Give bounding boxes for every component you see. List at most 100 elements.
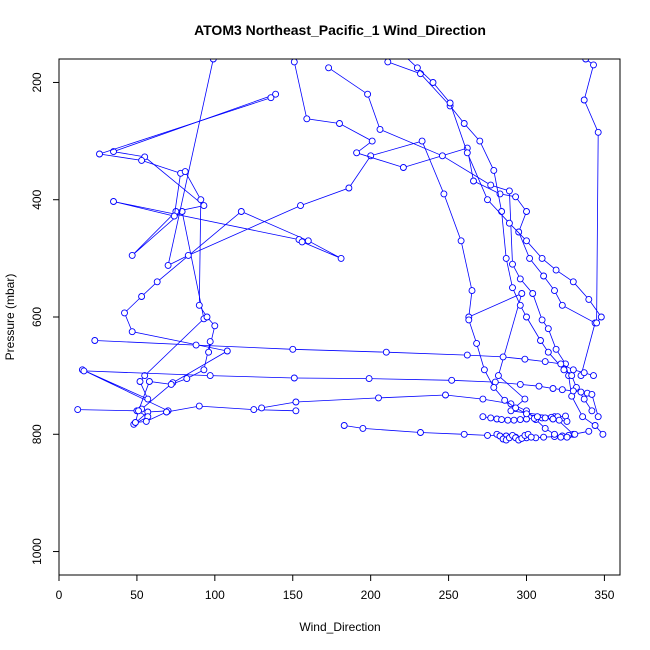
data-point xyxy=(571,430,579,438)
data-point xyxy=(523,208,530,215)
data-point xyxy=(304,237,312,245)
data-point xyxy=(569,366,577,374)
data-point xyxy=(272,90,280,98)
data-point xyxy=(446,99,454,107)
data-point xyxy=(128,328,136,336)
data-point xyxy=(526,254,534,262)
data-point xyxy=(498,416,506,424)
data-point xyxy=(448,376,456,384)
y-tick-label: 1000 xyxy=(30,538,44,565)
data-point xyxy=(480,366,488,374)
data-point xyxy=(336,120,343,127)
data-point xyxy=(509,284,516,292)
data-point xyxy=(337,254,345,262)
x-axis: 0 50 100 150 200 250 300 350 xyxy=(56,575,615,602)
data-point xyxy=(544,325,552,333)
data-point xyxy=(470,177,477,185)
data-point xyxy=(580,369,588,377)
data-point xyxy=(512,193,520,201)
x-tick-label: 100 xyxy=(205,588,225,602)
data-point xyxy=(555,416,563,424)
data-point xyxy=(460,120,468,127)
data-point xyxy=(529,290,537,297)
data-point xyxy=(121,309,128,317)
data-point xyxy=(563,433,571,441)
data-point xyxy=(552,345,560,353)
data-point xyxy=(541,424,549,432)
data-point xyxy=(535,382,543,390)
data-point xyxy=(237,208,245,215)
data-point xyxy=(502,254,510,262)
data-point xyxy=(290,59,298,66)
data-point xyxy=(353,149,361,157)
data-point xyxy=(515,228,523,236)
data-point xyxy=(540,272,548,280)
data-point xyxy=(599,430,607,438)
data-point xyxy=(197,196,205,204)
data-point xyxy=(110,198,117,205)
data-point xyxy=(516,380,524,388)
data-point xyxy=(211,322,219,330)
series-line xyxy=(328,67,604,435)
data-point xyxy=(136,378,144,385)
series-line xyxy=(99,97,342,410)
data-point xyxy=(290,374,298,382)
plot-frame xyxy=(58,58,621,576)
data-point xyxy=(579,413,587,421)
data-point xyxy=(551,430,558,438)
data-point xyxy=(580,395,588,403)
data-point xyxy=(364,90,372,98)
data-point xyxy=(591,422,599,429)
data-point xyxy=(549,385,557,392)
data-point xyxy=(498,208,506,215)
data-point xyxy=(289,345,297,353)
data-point xyxy=(267,94,275,102)
data-point xyxy=(544,348,552,356)
data-point xyxy=(490,383,498,391)
data-point xyxy=(569,278,577,286)
data-point xyxy=(195,301,203,309)
data-point xyxy=(413,64,421,72)
data-point xyxy=(537,337,544,344)
data-point xyxy=(585,427,593,435)
chart-title: ATOM3 Northeast_Pacific_1 Wind_Direction xyxy=(194,22,486,38)
data-point xyxy=(588,407,596,415)
data-point xyxy=(552,266,560,274)
data-point xyxy=(205,348,213,356)
data-point xyxy=(594,128,602,136)
data-point xyxy=(538,254,546,262)
data-point xyxy=(540,433,548,441)
data-point xyxy=(504,416,512,424)
data-point xyxy=(558,301,566,309)
data-point xyxy=(128,251,136,259)
data-point xyxy=(487,181,495,189)
data-point xyxy=(183,375,191,383)
data-point xyxy=(568,372,576,380)
data-point xyxy=(298,238,306,246)
data-point xyxy=(569,387,577,395)
data-point xyxy=(417,70,424,78)
data-point xyxy=(468,287,476,295)
data-point xyxy=(223,347,231,355)
data-point xyxy=(203,313,211,321)
data-point xyxy=(465,316,473,324)
data-point xyxy=(74,406,82,414)
x-axis-label: Wind_Direction xyxy=(299,620,380,634)
data-point xyxy=(557,360,565,368)
data-point xyxy=(582,59,590,63)
data-point xyxy=(541,414,549,422)
data-point xyxy=(479,395,487,403)
data-point xyxy=(399,164,407,171)
data-point xyxy=(521,395,529,403)
data-point xyxy=(206,372,214,380)
data-point xyxy=(457,237,465,245)
data-point xyxy=(593,319,601,327)
data-point xyxy=(516,416,524,424)
data-point xyxy=(560,366,568,374)
data-point xyxy=(516,275,524,283)
data-point xyxy=(509,260,516,268)
data-point xyxy=(538,316,546,324)
data-point xyxy=(206,338,214,346)
data-point xyxy=(501,396,509,404)
y-tick-label: 200 xyxy=(30,72,44,92)
